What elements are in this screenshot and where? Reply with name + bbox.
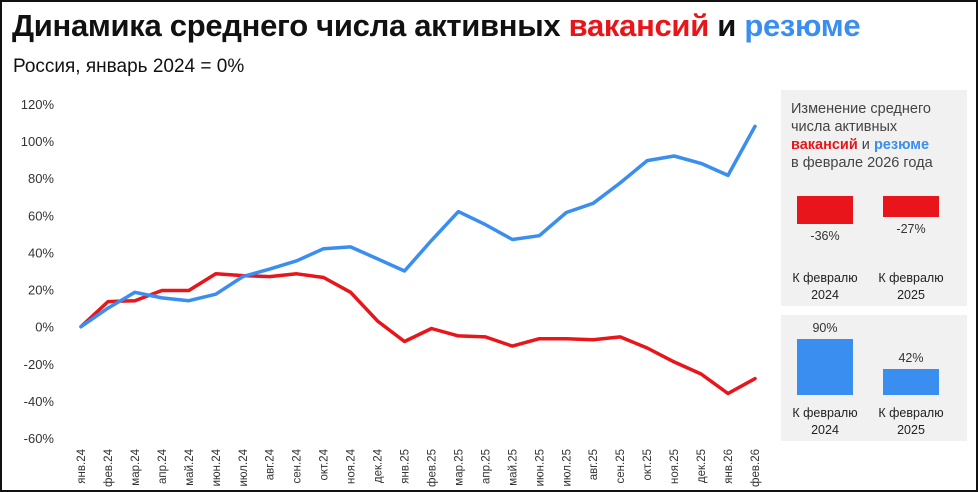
x-tick-label: янв.25 [400,449,412,484]
y-tick-label: 0% [35,320,54,335]
y-tick-label: 80% [28,171,54,186]
x-tick-label: май.25 [507,449,519,486]
resumes-category-label: К февралю 2025 [869,405,953,439]
x-tick-label: фев.24 [103,448,115,487]
y-tick-label: 40% [28,245,54,260]
x-tick-label: мар.24 [130,448,142,485]
resumes-value-label: 90% [812,321,838,336]
x-tick-label: ноя.25 [669,449,681,484]
side-panel-vacancies: Изменение среднего числа активных ваканс… [781,90,967,306]
y-tick-label: -20% [24,357,55,372]
side-heading: Изменение среднего числа активных ваканс… [791,100,963,172]
x-tick-label: дек.25 [696,449,708,483]
category-label-line2: 2024 [811,423,839,437]
side-heading-vacancies: вакансий [791,137,858,153]
y-tick-label: -40% [24,394,55,409]
x-tick-label: сен.24 [292,448,304,483]
x-tick-label: авг.25 [588,449,600,480]
category-label-line2: 2024 [811,288,839,302]
title-part-main: Динамика среднего числа активных [12,8,569,43]
series-line-vacancies [79,272,757,396]
vacancies-category-label: К февралю 2025 [869,270,953,304]
title-part-and: и [708,8,745,43]
x-tick-label: фев.25 [426,449,438,487]
x-tick-label: ноя.24 [346,448,358,484]
title-part-resumes: резюме [744,8,861,43]
x-tick-label: апр.25 [480,449,492,484]
x-tick-label: мар.25 [453,449,465,486]
x-tick-label: июл.25 [561,449,573,487]
category-label-line2: 2025 [897,423,925,437]
vacancies-value-label: -36% [810,229,840,244]
vacancies-bar [883,196,939,218]
y-tick-label: -60% [24,431,55,446]
x-tick-label: сен.25 [615,449,627,483]
y-tick-label: 60% [28,208,54,223]
title-part-vacancies: вакансий [568,8,710,43]
category-label-line2: 2025 [897,288,925,302]
chart-subtitle: Россия, январь 2024 = 0% [13,56,245,77]
side-panel-resumes: 90% К февралю 2024 42% К февралю 2025 [781,315,967,441]
x-tick-label: янв.26 [723,449,735,484]
x-tick-label: фев.26 [750,449,762,487]
chart-title: Динамика среднего числа активных ваканси… [12,8,861,44]
side-heading-line3: вакансий и резюме [791,136,963,154]
category-label-line1: К февралю [792,406,858,420]
x-tick-label: окт.25 [642,449,654,481]
y-tick-label: 20% [28,283,54,298]
side-heading-line4: в феврале 2026 года [791,155,933,171]
x-tick-label: авг.24 [265,448,277,480]
side-heading-line1: Изменение среднего [791,101,932,117]
vacancies-value-label: -27% [896,222,926,237]
side-heading-and: и [857,137,874,153]
category-label-line1: К февралю [878,271,944,285]
y-tick-label: 120% [21,97,55,112]
x-tick-label: дек.24 [373,448,385,483]
vacancies-category-label: К февралю 2024 [783,270,867,304]
x-tick-label: июн.25 [534,449,546,486]
x-tick-label: янв.24 [76,448,88,483]
x-tick-label: июн.24 [211,448,223,486]
resumes-bar [883,368,939,395]
resumes-value-label: 42% [898,350,924,365]
side-heading-line2: числа активных [791,119,898,135]
x-tick-label: окт.24 [319,448,331,480]
side-heading-resumes: резюме [873,137,930,153]
vacancies-bar [797,196,853,225]
y-tick-label: 100% [21,134,55,149]
x-tick-label: май.24 [184,448,196,485]
x-tick-label: апр.24 [157,448,169,484]
resumes-bar [797,339,853,395]
series-line-resumes [79,124,757,329]
category-label-line1: К февралю [792,271,858,285]
x-tick-label: июл.24 [238,448,250,486]
resumes-category-label: К февралю 2024 [783,405,867,439]
category-label-line1: К февралю [878,406,944,420]
